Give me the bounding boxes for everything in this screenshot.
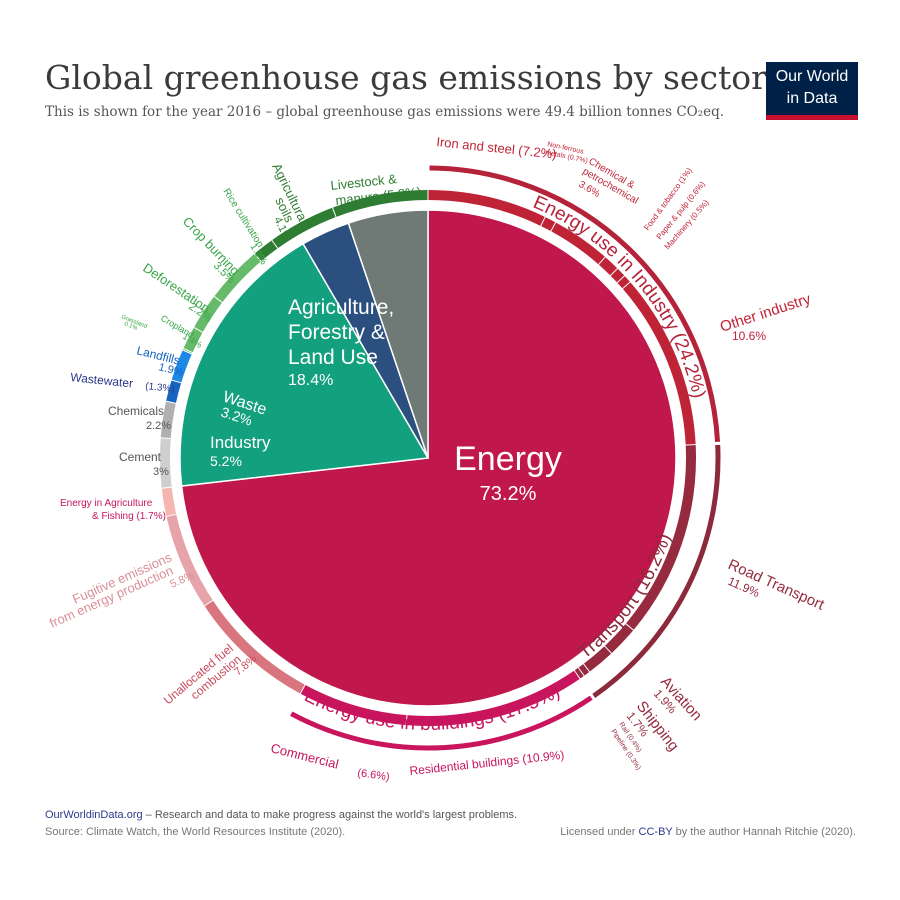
subsector-label-energy-in-agriculture: Energy in Agriculture: [60, 498, 153, 509]
subsector-label-residential-buildings-10-9: Residential buildings (10.9%): [409, 748, 565, 778]
ring-segment-iron-and-steel: [427, 190, 546, 226]
group-arc-transport: [592, 444, 721, 699]
subsector-label-wastewater: Wastewater: [70, 370, 134, 390]
ring-segment-residential-buildings: [406, 670, 581, 726]
license-pre: Licensed under: [560, 826, 639, 838]
subsector-label-10-6: 10.6%: [732, 329, 766, 343]
sector-value-industry: 5.2%: [210, 453, 242, 469]
group-arc-energy-use-in-industry: [429, 165, 721, 443]
ring-separator: [577, 666, 586, 677]
sector-label-industry: Industry: [210, 433, 271, 452]
group-arc-energy-use-in-buildings: [290, 695, 593, 751]
ring-separator: [549, 221, 557, 233]
ring-separator: [582, 662, 591, 673]
subsector-label-iron-and-steel-7-2: Iron and steel (7.2%): [436, 134, 558, 162]
ring-separator: [170, 379, 183, 384]
ring-segment-non-ferrous-metals: [540, 216, 556, 232]
chart-title: Global greenhouse gas emissions by secto…: [45, 58, 767, 97]
subsector-label-rice-cultivation: Rice cultivation: [220, 187, 265, 250]
ring-separator: [539, 215, 547, 228]
ring-separator: [203, 599, 214, 607]
ring-segment-crop-burning: [214, 253, 262, 303]
logo-line-1: Our World: [775, 68, 849, 85]
ring-separator: [181, 349, 193, 355]
subsector-label-from-energy-production: from energy production: [47, 563, 175, 631]
ring-segment-chemical-petrochemical: [550, 222, 606, 265]
license-post: by the author Hannah Ritchie (2020).: [672, 826, 856, 838]
ring-separator: [253, 252, 263, 263]
ring-separator: [573, 669, 582, 680]
license-link[interactable]: CC-BY: [638, 826, 673, 838]
sector-value-energy: 73.2%: [480, 483, 537, 505]
subsector-label-chemicals: Chemicals: [108, 404, 164, 418]
ring-separator: [270, 239, 279, 250]
footer-license: Licensed under CC-BY by the author Hanna…: [560, 826, 856, 838]
ring-segment-other-industry: [622, 282, 696, 446]
ring-segment-fugitive-emissions-from-energy-production: [166, 514, 213, 606]
tagline-text: – Research and data to make progress aga…: [142, 809, 518, 821]
ring-segment-commercial: [300, 684, 407, 726]
chart-subtitle: This is shown for the year 2016 – global…: [45, 104, 725, 120]
ring-separator: [603, 645, 613, 655]
subsector-label-fishing-1-7: & Fishing (1.7%): [92, 511, 166, 522]
pie-slice-industry: [347, 209, 429, 459]
ring-segment-pipeline: [574, 667, 585, 679]
subsector-label-0-1: 0.1%: [123, 321, 139, 332]
subsector-label-1-3: (1.3%): [145, 381, 175, 395]
ring-separator: [624, 622, 635, 632]
ring-segment-livestock-manure: [332, 190, 429, 217]
footer-tagline: OurWorldinData.org – Research and data t…: [45, 809, 517, 821]
ring-segment-cement: [160, 437, 172, 489]
sector-label-agriculture-line: Land Use: [288, 346, 378, 369]
ring-separator: [299, 683, 307, 695]
subsector-label-cement: Cement: [119, 450, 162, 464]
site-link[interactable]: OurWorldinData.org: [45, 809, 143, 821]
ring-segment-agricultural-soils: [271, 207, 337, 249]
ring-separator: [213, 295, 224, 304]
ring-separator: [182, 347, 194, 354]
sector-label-agriculture-line: Agriculture,: [288, 296, 394, 319]
footer-source: Source: Climate Watch, the World Resourc…: [45, 826, 346, 838]
ring-separator: [192, 326, 204, 334]
ring-separator: [159, 437, 172, 440]
ring-segment-unallocated-fuel-combustion: [204, 600, 306, 694]
ring-segment-road-transport: [625, 444, 696, 631]
subsector-label-commercial: Commercial: [269, 740, 340, 771]
subsector-label-livestock: Livestock &: [330, 171, 398, 193]
sector-label-agriculture-line: Forestry &: [288, 321, 385, 344]
sector-label-energy: Energy: [454, 440, 562, 478]
ring-segment-rail: [578, 663, 590, 676]
subsector-label-6-6: (6.6%): [357, 767, 391, 783]
ring-separator: [165, 400, 177, 405]
ring-segment-energy-in-agriculture-fishing: [161, 487, 177, 517]
logo-line-2: in Data: [786, 90, 838, 107]
ring-separator: [616, 274, 626, 284]
subsector-label-1-9: 1.9%: [157, 361, 184, 379]
ring-segment-machinery: [617, 275, 631, 289]
subsector-label-3: 3%: [153, 466, 169, 478]
ring-separator: [597, 255, 607, 266]
sector-value-agriculture: 18.4%: [288, 372, 333, 389]
pie-slice-agriculture-forestry-land-use: [179, 242, 430, 487]
subsector-label-2-2: 2.2%: [146, 420, 171, 432]
ring-separator: [331, 206, 337, 219]
ring-segment-paper-pulp: [610, 268, 625, 283]
owid-logo[interactable]: Our World in Data: [766, 62, 858, 120]
ring-separator: [609, 267, 619, 277]
ring-separator: [684, 443, 697, 446]
ring-separator: [405, 714, 408, 727]
ring-separator: [160, 486, 173, 489]
ring-separator: [621, 281, 632, 290]
ring-separator: [165, 513, 178, 518]
